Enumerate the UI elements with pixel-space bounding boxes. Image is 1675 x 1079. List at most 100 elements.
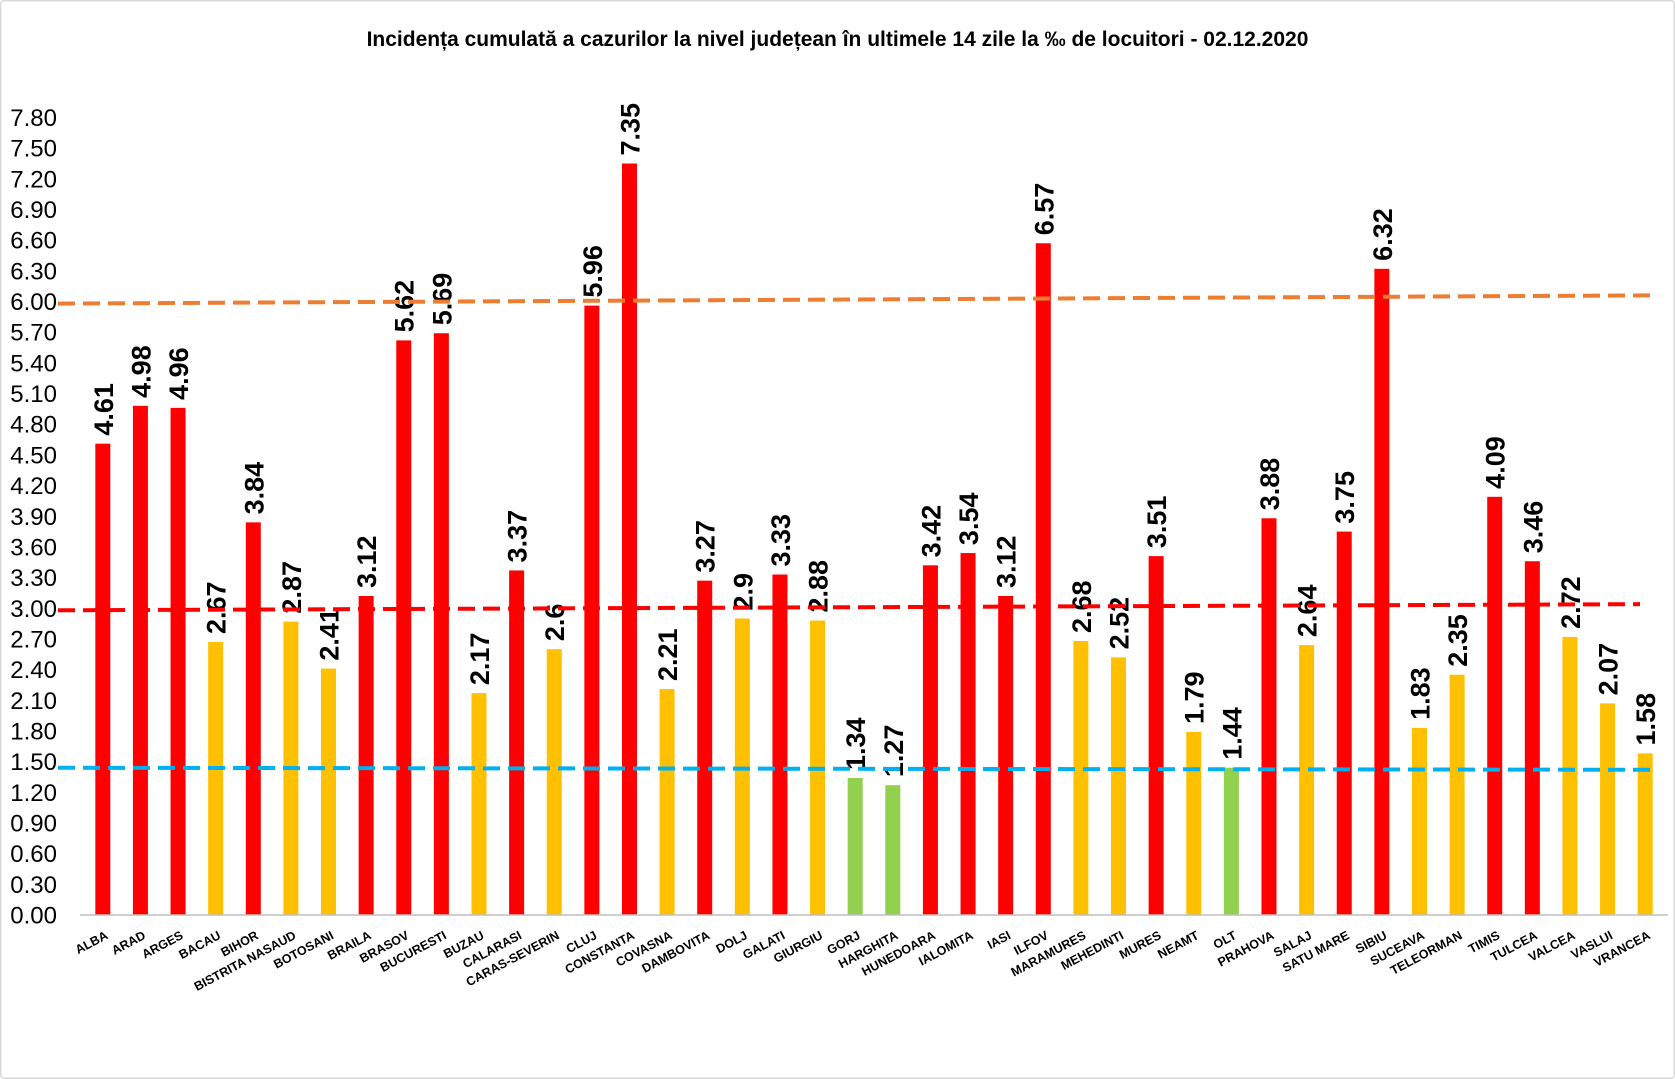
data-label-ialomita: 3.54 [954,492,984,545]
bar-ialomita [960,553,976,915]
bar-gorj [847,777,863,915]
bar-alba [95,443,111,915]
data-label-botosani: 2.41 [315,608,345,661]
bar-prahova [1261,518,1277,915]
data-label-dolj: 2.9 [728,573,758,611]
data-label-bistrita-nasaud: 2.87 [277,561,307,614]
bar-vaslui [1600,703,1616,915]
y-tick-label: 4.50 [10,442,57,469]
y-tick-label: 6.00 [10,289,57,316]
bar-constanta [621,163,637,915]
data-label-sibiu: 6.32 [1368,208,1398,261]
y-tick-label: 3.00 [10,596,57,623]
data-label-arad: 4.98 [126,345,156,398]
bar-ilfov [1035,243,1051,915]
data-label-braila: 3.12 [352,535,382,588]
y-tick-label: 2.10 [10,688,57,715]
bar-iasi [998,596,1014,915]
y-tick-label: 0.00 [10,903,57,930]
data-label-neamt: 1.79 [1180,671,1210,724]
data-label-bihor: 3.84 [239,462,269,515]
y-tick-label: 6.60 [10,228,57,255]
y-tick-label: 7.80 [10,105,57,132]
bar-timis [1487,496,1503,915]
data-label-tulcea: 3.46 [1518,501,1548,554]
bars [95,163,1653,916]
data-label-cluj: 5.96 [578,245,608,298]
bar-bihor [245,522,261,915]
data-label-giurgiu: 2.88 [804,560,834,613]
bar-satu-mare [1336,531,1352,915]
bar-mures [1148,556,1164,916]
bar-salaj [1299,645,1315,915]
bar-sibiu [1374,268,1390,915]
y-tick-label: 5.70 [10,320,57,347]
data-label-mures: 3.51 [1142,496,1172,549]
data-label-hunedoara: 3.42 [916,505,946,558]
data-label-gorj: 1.34 [841,717,871,770]
data-label-dambovita: 3.27 [691,520,721,573]
data-label-ilfov: 6.57 [1029,183,1059,236]
bar-cluj [584,305,600,915]
bar-neamt [1186,731,1202,915]
data-label-galati: 3.33 [766,514,796,567]
bar-mehedinti [1111,657,1127,915]
bar-hunedoara [922,565,938,915]
data-label-vrancea: 1.58 [1631,693,1661,746]
data-label-salaj: 2.64 [1293,585,1323,638]
bar-bacau [208,642,224,915]
bar-botosani [321,668,337,915]
bar-harghita [885,785,901,915]
y-tick-label: 3.60 [10,534,57,561]
y-tick-label: 5.40 [10,350,57,377]
data-label-iasi: 3.12 [992,535,1022,588]
y-tick-label: 4.80 [10,412,57,439]
y-tick-label: 3.90 [10,504,57,531]
data-label-constanta: 7.35 [615,103,645,156]
threshold-lines [57,293,1655,772]
data-label-alba: 4.61 [89,383,119,436]
bar-braila [358,596,374,915]
bar-vrancea [1637,753,1653,915]
y-tick-label: 0.30 [10,872,57,899]
bar-covasna [659,689,675,915]
bar-tulcea [1524,561,1540,915]
bar-olt [1223,767,1239,915]
y-tick-label: 6.30 [10,258,57,285]
data-label-satu-mare: 3.75 [1330,471,1360,524]
y-tick-label: 1.50 [10,749,57,776]
y-tick-label: 6.90 [10,197,57,224]
bar-calarasi [509,570,525,915]
data-label-calarasi: 3.37 [503,510,533,563]
y-tick-label: 1.20 [10,780,57,807]
bar-teleorman [1449,674,1465,915]
bar-buzau [471,693,487,915]
threshold-line-1 [57,293,1651,306]
y-tick-label: 5.10 [10,381,57,408]
bar-brasov [396,340,412,915]
data-label-teleorman: 2.35 [1443,614,1473,667]
y-axis-tick-labels: 0.00 0.30 0.60 0.90 1.20 1.50 1.80 2.10 2.40 2.70… [10,105,57,930]
threshold-line-3 [57,765,1655,772]
y-tick-label: 7.50 [10,136,57,163]
data-label-arges: 4.96 [164,347,194,400]
y-tick-label: 2.40 [10,657,57,684]
data-label-vaslui: 2.07 [1594,643,1624,696]
bar-maramures [1073,640,1089,915]
data-label-brasov: 5.62 [390,280,420,333]
y-tick-label: 4.20 [10,473,57,500]
chart-title: Incidența cumulată a cazurilor la nivel … [367,28,1309,51]
threshold-line-2 [57,602,1641,613]
y-tick-label: 0.60 [10,841,57,868]
bar-caras-severin [546,649,562,915]
data-label-covasna: 2.21 [653,628,683,681]
y-tick-label: 1.80 [10,718,57,745]
data-label-prahova: 3.88 [1255,458,1285,511]
y-tick-label: 3.30 [10,565,57,592]
bar-suceava [1411,727,1427,915]
bar-bucuresti [433,333,449,916]
bar-arad [132,405,148,915]
bar-arges [170,407,186,915]
